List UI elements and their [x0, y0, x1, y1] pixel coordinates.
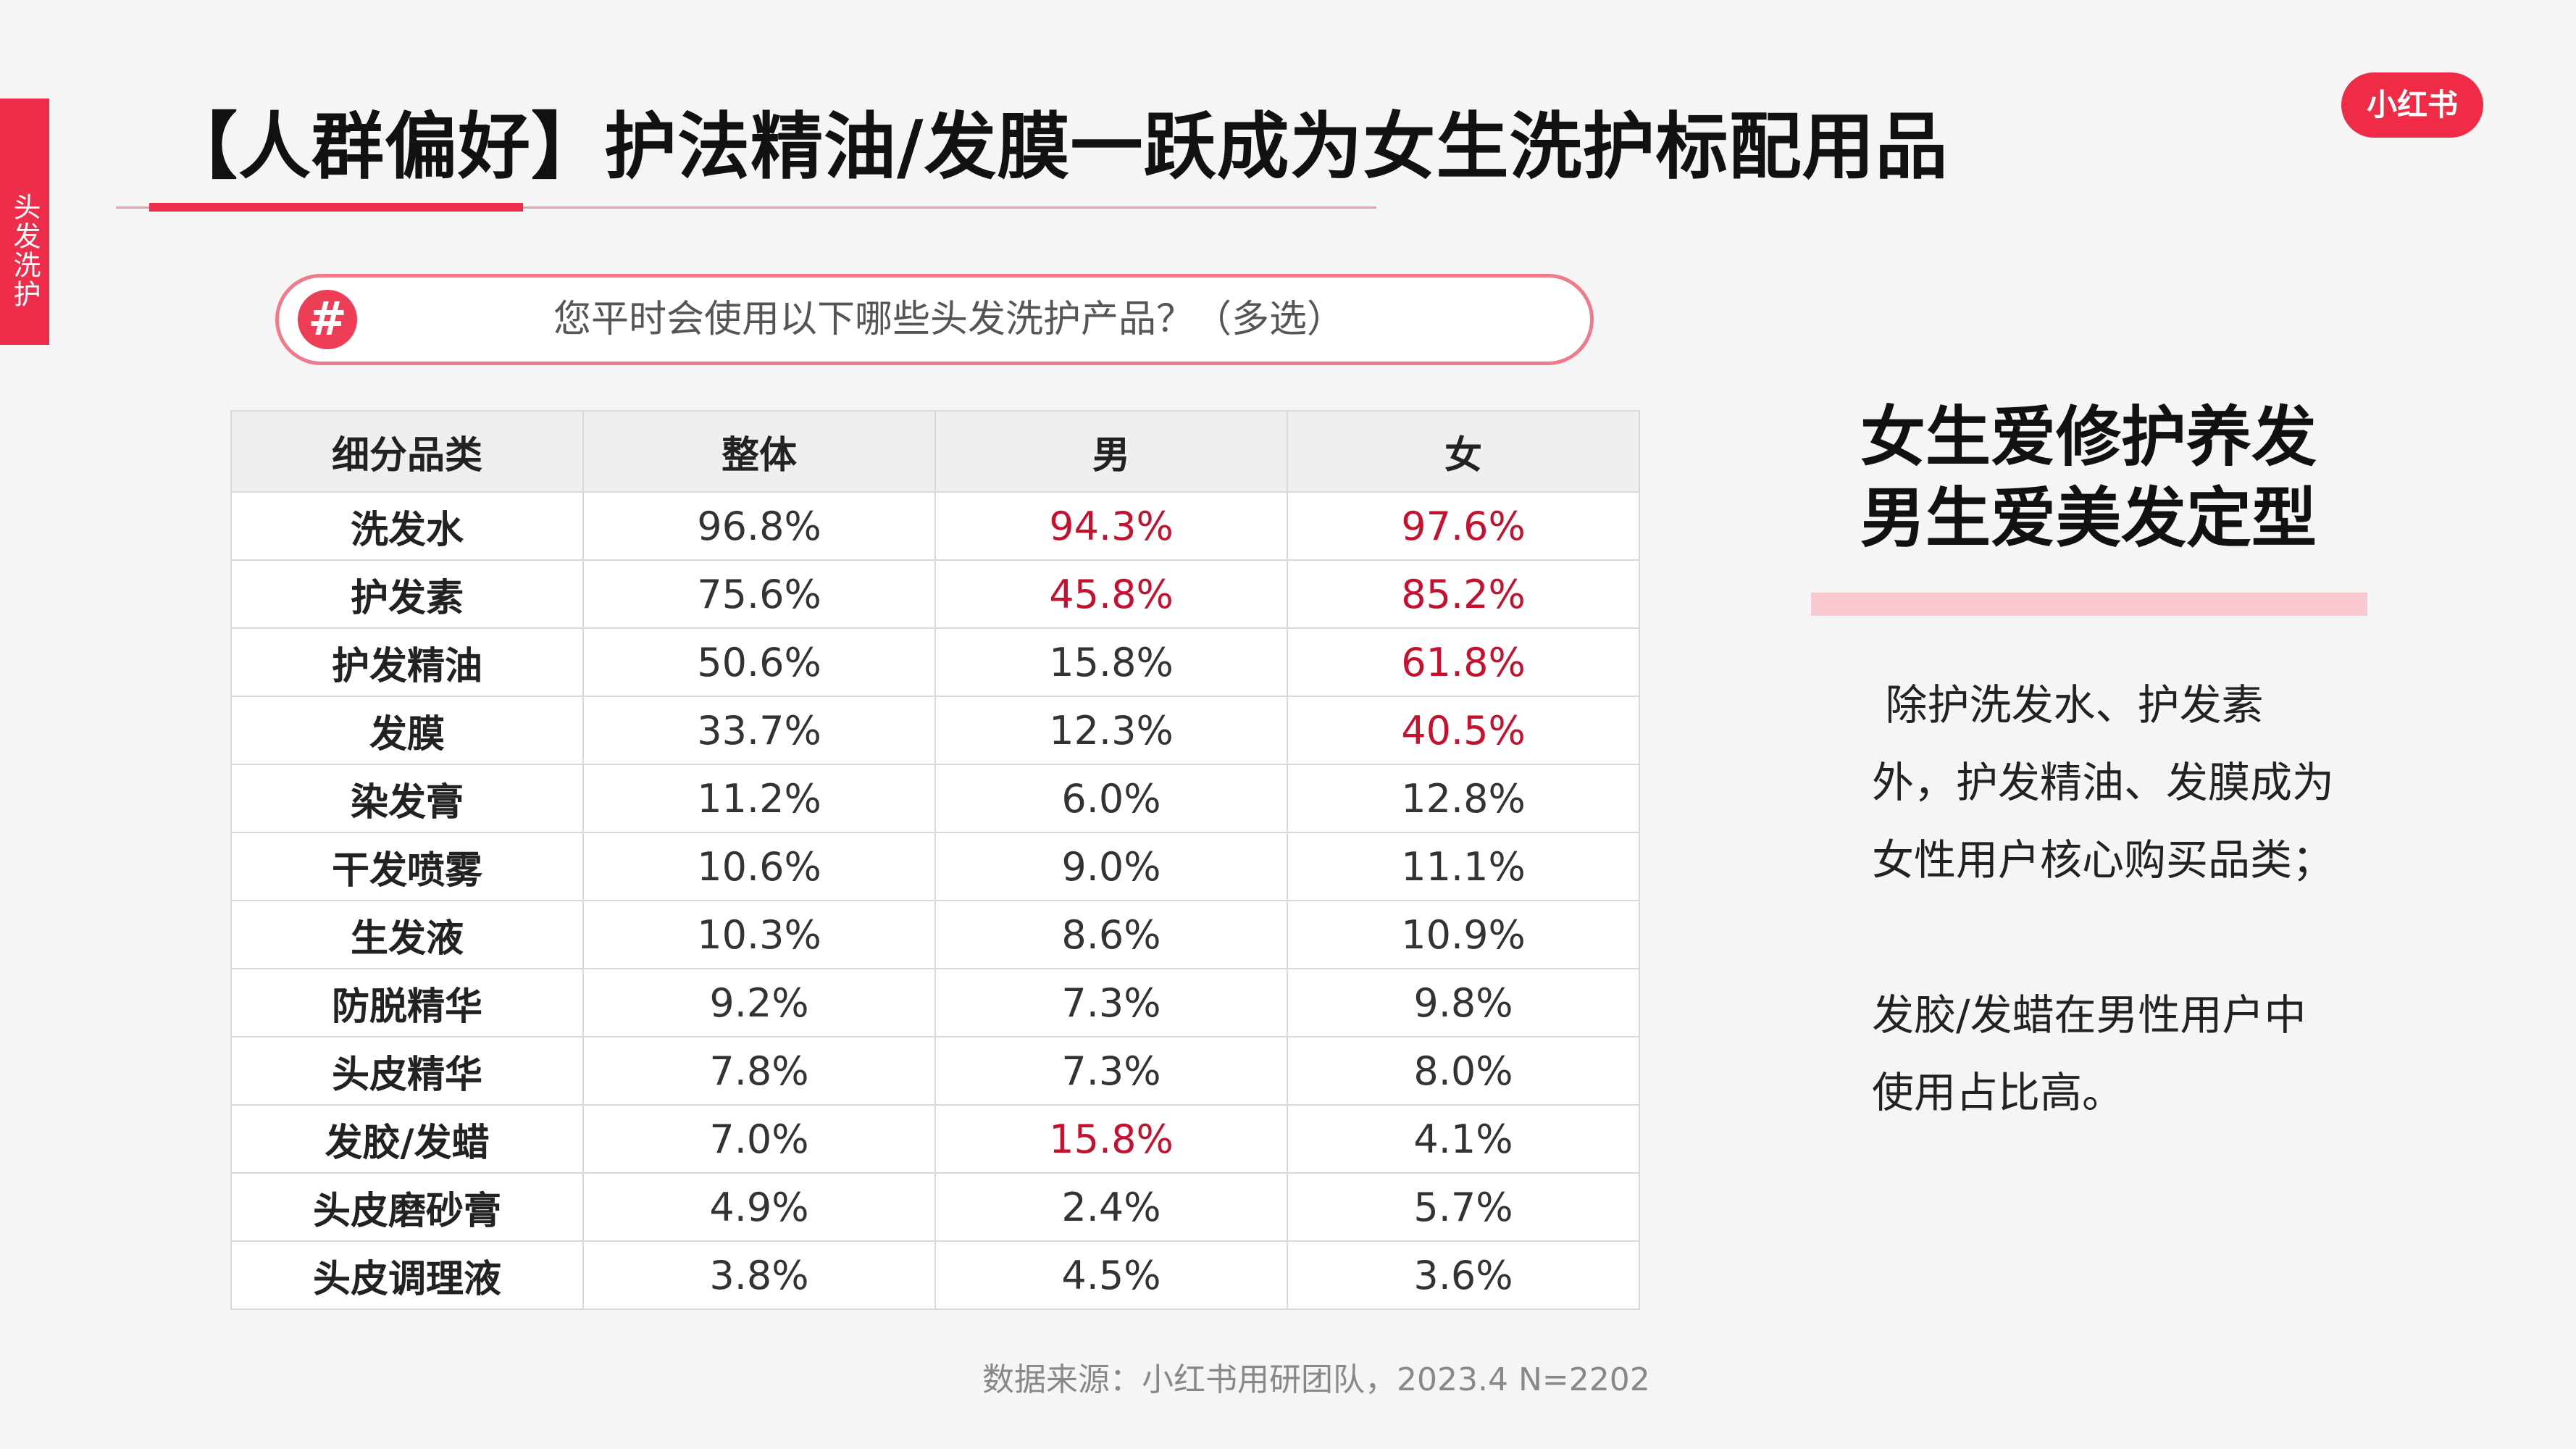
cell-overall: 10.3%	[582, 900, 936, 969]
cell-male: 8.6%	[934, 900, 1288, 969]
table-row: 头皮磨砂膏 4.9% 2.4% 5.7%	[230, 1172, 1640, 1242]
cell-male: 12.3%	[934, 696, 1288, 765]
cell-female: 85.2%	[1287, 559, 1640, 629]
cell-overall: 75.6%	[582, 559, 936, 629]
description: 除护洗发水、护发素外，护发精油、发膜成为女性用户核心购买品类； 发胶/发蜡在男性…	[1872, 667, 2335, 1132]
cell-female: 10.9%	[1287, 900, 1640, 969]
cell-category: 染发膏	[230, 764, 584, 833]
cell-category: 防脱精华	[230, 968, 584, 1037]
section-tab: 头发洗护	[0, 99, 49, 345]
cell-overall: 7.8%	[582, 1036, 936, 1106]
table-header-row: 细分品类 整体 男 女	[230, 410, 1640, 493]
table-row: 发胶/发蜡 7.0% 15.8% 4.1%	[230, 1104, 1640, 1174]
title-underline-accent	[149, 203, 523, 212]
table-row: 头皮调理液 3.8% 4.5% 3.6%	[230, 1240, 1640, 1310]
data-source: 数据来源：小红书用研团队，2023.4 N=2202	[982, 1361, 1650, 1398]
cell-overall: 3.8%	[582, 1240, 936, 1310]
table-row: 头皮精华 7.8% 7.3% 8.0%	[230, 1036, 1640, 1106]
cell-male: 15.8%	[934, 1104, 1288, 1174]
cell-category: 发胶/发蜡	[230, 1104, 584, 1174]
header-overall: 整体	[582, 410, 936, 493]
headline-line-2: 男生爱美发定型	[1860, 480, 2317, 556]
cell-female: 61.8%	[1287, 627, 1640, 697]
xiaohongshu-logo: 小红书	[2341, 72, 2483, 138]
table-row: 染发膏 11.2% 6.0% 12.8%	[230, 764, 1640, 833]
cell-category: 护发素	[230, 559, 584, 629]
cell-male: 6.0%	[934, 764, 1288, 833]
table-row: 洗发水 96.8% 94.3% 97.6%	[230, 491, 1640, 561]
cell-female: 5.7%	[1287, 1172, 1640, 1242]
cell-male: 4.5%	[934, 1240, 1288, 1310]
usage-table: 细分品类 整体 男 女 洗发水 96.8% 94.3% 97.6% 护发素 75.6% 45…	[230, 410, 1640, 1310]
cell-male: 7.3%	[934, 968, 1288, 1037]
cell-overall: 33.7%	[582, 696, 936, 765]
page-title: 【人群偏好】护法精油/发膜一跃成为女生洗护标配用品	[165, 104, 1949, 189]
cell-overall: 9.2%	[582, 968, 936, 1037]
table-row: 护发精油 50.6% 15.8% 61.8%	[230, 627, 1640, 697]
cell-category: 护发精油	[230, 627, 584, 697]
header-female: 女	[1287, 410, 1640, 493]
cell-female: 97.6%	[1287, 491, 1640, 561]
table-row: 生发液 10.3% 8.6% 10.9%	[230, 900, 1640, 969]
description-paragraph-1: 除护洗发水、护发素外，护发精油、发膜成为女性用户核心购买品类；	[1872, 680, 2335, 885]
question-text: 您平时会使用以下哪些头发洗护产品？（多选）	[553, 298, 1345, 341]
cell-male: 7.3%	[934, 1036, 1288, 1106]
cell-category: 洗发水	[230, 491, 584, 561]
headline-divider	[1811, 593, 2367, 616]
cell-male: 94.3%	[934, 491, 1288, 561]
cell-overall: 96.8%	[582, 491, 936, 561]
table-row: 护发素 75.6% 45.8% 85.2%	[230, 559, 1640, 629]
description-paragraph-2: 发胶/发蜡在男性用户中使用占比高。	[1872, 990, 2307, 1117]
cell-female: 11.1%	[1287, 832, 1640, 901]
cell-female: 12.8%	[1287, 764, 1640, 833]
cell-category: 头皮磨砂膏	[230, 1172, 584, 1242]
hashtag-icon: #	[298, 290, 357, 349]
headline: 女生爱修护养发 男生爱美发定型	[1860, 397, 2411, 559]
cell-overall: 7.0%	[582, 1104, 936, 1174]
cell-category: 头皮精华	[230, 1036, 584, 1106]
cell-female: 9.8%	[1287, 968, 1640, 1037]
cell-male: 15.8%	[934, 627, 1288, 697]
cell-female: 3.6%	[1287, 1240, 1640, 1310]
table-row: 防脱精华 9.2% 7.3% 9.8%	[230, 968, 1640, 1037]
table-row: 发膜 33.7% 12.3% 40.5%	[230, 696, 1640, 765]
cell-male: 2.4%	[934, 1172, 1288, 1242]
cell-female: 40.5%	[1287, 696, 1640, 765]
cell-overall: 11.2%	[582, 764, 936, 833]
cell-category: 发膜	[230, 696, 584, 765]
cell-category: 干发喷雾	[230, 832, 584, 901]
table-row: 干发喷雾 10.6% 9.0% 11.1%	[230, 832, 1640, 901]
header-category: 细分品类	[230, 410, 584, 493]
title-underline	[116, 206, 1376, 209]
cell-category: 头皮调理液	[230, 1240, 584, 1310]
cell-male: 45.8%	[934, 559, 1288, 629]
cell-female: 8.0%	[1287, 1036, 1640, 1106]
cell-category: 生发液	[230, 900, 584, 969]
headline-line-1: 女生爱修护养发	[1860, 399, 2317, 475]
cell-overall: 4.9%	[582, 1172, 936, 1242]
survey-question: # 您平时会使用以下哪些头发洗护产品？（多选）	[275, 274, 1594, 365]
cell-female: 4.1%	[1287, 1104, 1640, 1174]
cell-overall: 10.6%	[582, 832, 936, 901]
cell-overall: 50.6%	[582, 627, 936, 697]
header-male: 男	[934, 410, 1288, 493]
cell-male: 9.0%	[934, 832, 1288, 901]
